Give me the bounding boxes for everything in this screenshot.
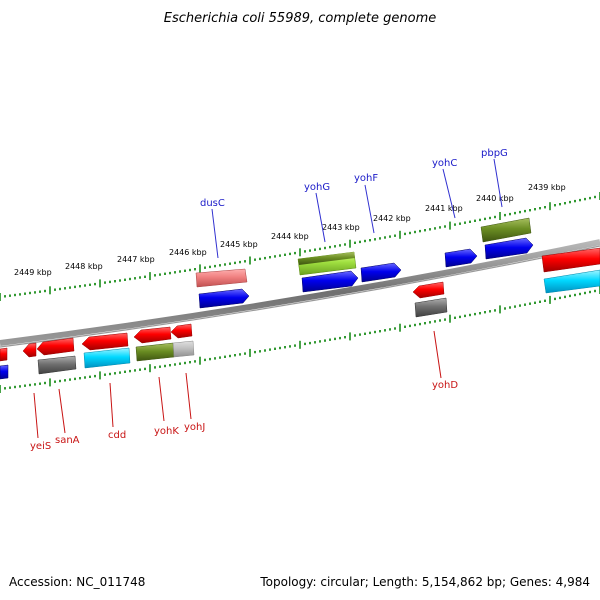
gene-feature[interactable]: [0, 364, 9, 380]
gene-label-yeiS[interactable]: yeiS: [30, 441, 51, 452]
tick-label: 2443 kbp: [322, 223, 360, 232]
tick-label: 2440 kbp: [476, 194, 514, 203]
gene-feature-yohF[interactable]: [360, 262, 402, 283]
tick-labels: 2449 kbp 2448 kbp 2447 kbp 2446 kbp 2445…: [14, 183, 566, 277]
accession-text: Accession: NC_011748: [9, 575, 145, 589]
gene-feature-cdd[interactable]: [81, 332, 129, 351]
gene-labels-top: dusC yohG yohF yohC pbpG: [200, 148, 508, 209]
genome-backbone-shadow: [0, 245, 600, 348]
gene-label-sanA[interactable]: sanA: [55, 435, 80, 446]
reverse-strand-features: [0, 323, 195, 380]
gene-label-yohK[interactable]: yohK: [154, 426, 179, 437]
gene-feature[interactable]: [37, 355, 77, 375]
gene-feature-yeiS[interactable]: [22, 342, 37, 358]
map-title: Escherichia coli 55989, complete genome: [164, 11, 436, 26]
gene-label-yohD[interactable]: yohD: [432, 380, 458, 391]
gene-label-cdd[interactable]: cdd: [108, 430, 126, 441]
gene-feature-pbpG[interactable]: [480, 217, 532, 243]
gene-feature[interactable]: [484, 237, 534, 260]
gene-feature[interactable]: [414, 297, 448, 318]
label-leaders-bottom: [33, 330, 442, 439]
gene-feature-dusC[interactable]: [195, 268, 248, 288]
tick-label: 2449 kbp: [14, 268, 52, 277]
genome-backbone: [0, 239, 600, 346]
label-leaders-top: [211, 158, 503, 259]
gene-label-yohG[interactable]: yohG: [304, 182, 330, 193]
tick-label: 2439 kbp: [528, 183, 566, 192]
gene-feature[interactable]: [135, 342, 175, 362]
gene-feature-yohJ[interactable]: [170, 323, 193, 339]
gene-feature[interactable]: [541, 247, 600, 273]
tick-label: 2448 kbp: [65, 262, 103, 271]
gene-feature[interactable]: [543, 269, 600, 294]
forward-strand-features: [195, 217, 600, 318]
tick-label: 2441 kbp: [425, 204, 463, 213]
gene-feature[interactable]: [298, 252, 355, 265]
gene-feature[interactable]: [301, 270, 359, 293]
tick-label: 2447 kbp: [117, 255, 155, 264]
gene-feature[interactable]: [198, 288, 250, 309]
tick-label: 2444 kbp: [271, 232, 309, 241]
gene-label-yohF[interactable]: yohF: [354, 173, 378, 184]
tick-label: 2446 kbp: [169, 248, 207, 257]
genome-summary-text: Topology: circular; Length: 5,154,862 bp…: [259, 575, 590, 589]
gene-feature[interactable]: [172, 340, 195, 358]
gene-feature[interactable]: [83, 347, 131, 369]
gene-label-yohC[interactable]: yohC: [432, 158, 457, 169]
gene-label-dusC[interactable]: dusC: [200, 198, 225, 209]
gene-labels-bottom: yeiS sanA cdd yohK yohJ yohD: [30, 380, 458, 452]
gene-label-pbpG[interactable]: pbpG: [481, 148, 508, 159]
gene-feature-yohK[interactable]: [133, 326, 172, 344]
gene-feature-yohD[interactable]: [412, 281, 445, 299]
outer-tick-ring: [0, 192, 600, 301]
gene-label-yohJ[interactable]: yohJ: [184, 422, 205, 433]
tick-label: 2445 kbp: [220, 240, 258, 249]
gene-feature-yohC[interactable]: [444, 248, 478, 268]
gene-feature[interactable]: [0, 347, 8, 362]
tick-label: 2442 kbp: [373, 214, 411, 223]
gene-feature-sanA[interactable]: [36, 337, 75, 356]
inner-tick-ring: [0, 286, 600, 393]
